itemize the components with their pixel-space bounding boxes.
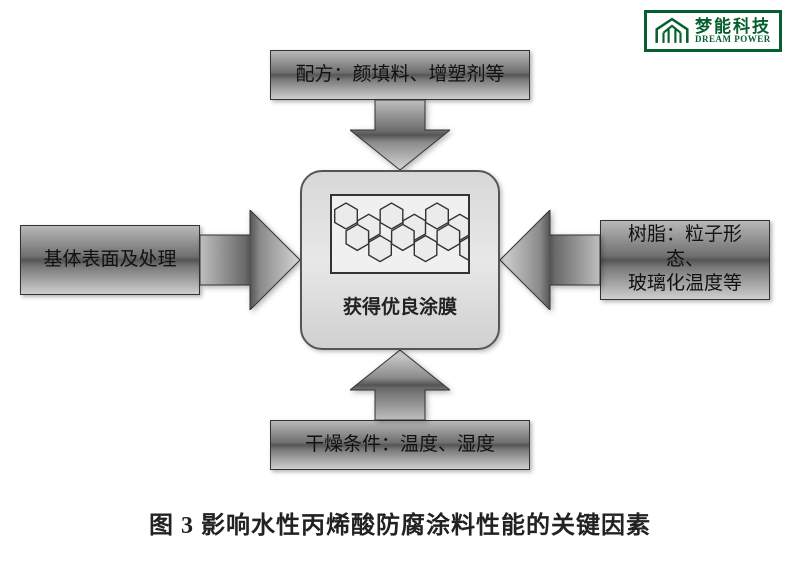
logo-badge: 梦能科技 DREAM POWER bbox=[644, 10, 782, 52]
factor-left-label: 基体表面及处理 bbox=[43, 248, 176, 273]
figure-caption: 图 3 影响水性丙烯酸防腐涂料性能的关键因素 bbox=[0, 505, 800, 540]
arrow-down-icon bbox=[350, 100, 450, 170]
factor-bottom-label: 干燥条件：温度、湿度 bbox=[305, 433, 495, 458]
factors-diagram: 配方：颜填料、增塑剂等 基体表面及处理 树脂：粒子形态、 玻璃化温度等 干燥条件… bbox=[80, 50, 720, 470]
factor-right: 树脂：粒子形态、 玻璃化温度等 bbox=[600, 220, 770, 300]
factor-left: 基体表面及处理 bbox=[20, 225, 200, 295]
arrow-up-icon bbox=[350, 350, 450, 420]
factor-bottom: 干燥条件：温度、湿度 bbox=[270, 420, 530, 470]
factor-top: 配方：颜填料、增塑剂等 bbox=[270, 50, 530, 100]
logo-en: DREAM POWER bbox=[695, 35, 771, 44]
center-label: 获得优良涂膜 bbox=[343, 292, 457, 319]
arrow-right-icon bbox=[200, 210, 300, 310]
center-box: 获得优良涂膜 bbox=[300, 170, 500, 350]
logo-text: 梦能科技 DREAM POWER bbox=[695, 18, 771, 44]
honeycomb-pattern bbox=[330, 194, 470, 274]
arrow-left-icon bbox=[500, 210, 600, 310]
dream-power-logo-icon bbox=[655, 17, 689, 45]
factor-top-label: 配方：颜填料、增塑剂等 bbox=[295, 63, 504, 88]
logo-cn: 梦能科技 bbox=[695, 18, 771, 35]
factor-right-label: 树脂：粒子形态、 玻璃化温度等 bbox=[611, 223, 759, 297]
